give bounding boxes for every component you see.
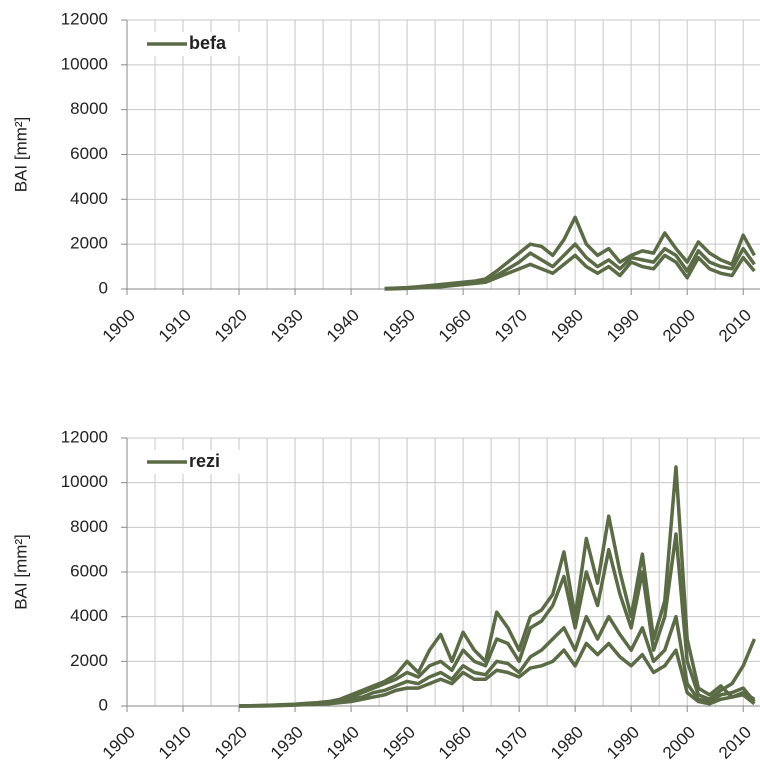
legend-label: befa <box>189 33 227 53</box>
y-tick-label: 10000 <box>61 54 108 73</box>
x-tick-label: 1970 <box>491 306 531 346</box>
x-tick-label: 1920 <box>211 723 251 763</box>
x-tick-label: 2010 <box>715 306 755 346</box>
y-axis-label: BAI [mm²] <box>11 117 30 193</box>
y-tick-label: 2000 <box>70 651 108 670</box>
x-tick-label: 1910 <box>155 723 195 763</box>
x-tick-label: 1910 <box>155 306 195 346</box>
y-tick-label: 4000 <box>70 606 108 625</box>
y-tick-label: 12000 <box>61 427 108 446</box>
data-line <box>239 641 756 708</box>
x-tick-label: 1950 <box>379 723 419 763</box>
y-tick-label: 10000 <box>61 472 108 491</box>
y-tick-label: 8000 <box>70 517 108 536</box>
x-tick-label: 1920 <box>211 306 251 346</box>
x-tick-label: 1970 <box>491 723 531 763</box>
y-tick-label: 2000 <box>70 234 108 253</box>
x-tick-label: 1990 <box>603 306 643 346</box>
x-tick-label: 1930 <box>267 306 307 346</box>
x-tick-label: 1980 <box>547 306 587 346</box>
x-tick-label: 1990 <box>603 723 643 763</box>
y-tick-label: 0 <box>99 695 108 714</box>
data-line <box>384 253 756 291</box>
y-tick-label: 8000 <box>70 99 108 118</box>
x-tick-label: 1940 <box>323 306 363 346</box>
x-tick-label: 1900 <box>99 723 139 763</box>
y-axis-label: BAI [mm²] <box>11 534 30 610</box>
y-tick-label: 0 <box>99 278 108 297</box>
x-tick-label: 1950 <box>379 306 419 346</box>
x-tick-label: 2010 <box>715 723 755 763</box>
x-tick-label: 2000 <box>659 306 699 346</box>
y-tick-label: 4000 <box>70 189 108 208</box>
x-tick-label: 1900 <box>99 306 139 346</box>
x-tick-label: 1960 <box>435 306 475 346</box>
y-tick-label: 12000 <box>61 9 108 28</box>
y-tick-label: 6000 <box>70 561 108 580</box>
x-tick-label: 1980 <box>547 723 587 763</box>
legend-label: rezi <box>189 451 220 471</box>
x-tick-label: 1940 <box>323 723 363 763</box>
x-tick-label: 2000 <box>659 723 699 763</box>
y-tick-label: 6000 <box>70 144 108 163</box>
x-tick-label: 1960 <box>435 723 475 763</box>
x-tick-label: 1930 <box>267 723 307 763</box>
data-line <box>384 242 756 291</box>
